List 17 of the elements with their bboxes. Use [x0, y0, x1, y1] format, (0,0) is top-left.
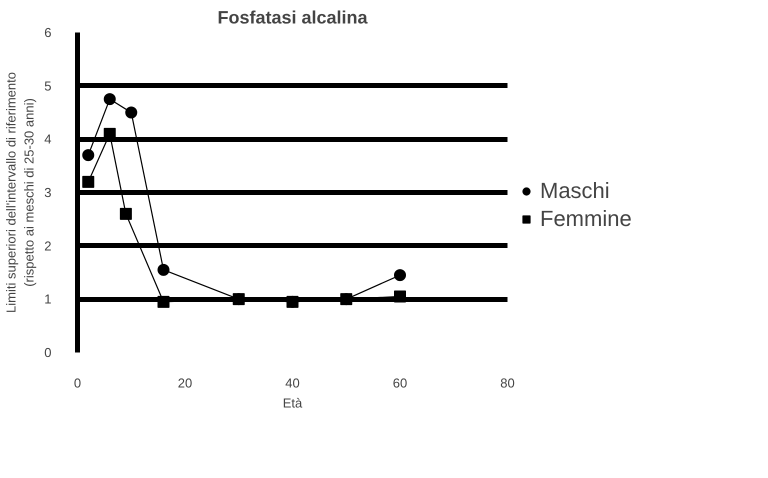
y-tick-label: 2: [44, 238, 52, 254]
x-tick-label: 80: [500, 376, 515, 390]
y-tick-label: 6: [44, 25, 52, 40]
legend-label: Maschi: [540, 178, 610, 204]
y-tick-label: 5: [44, 78, 52, 94]
y-tick-label: 3: [44, 185, 52, 200]
x-tick-label: 0: [74, 376, 82, 390]
y-axis-title: Limiti superiori dell'intervallo di riferimento (rispetto ai meschi di 25-30 anni): [3, 72, 36, 313]
y-tick-label: 0: [44, 345, 52, 360]
x-axis-title: Età: [282, 396, 304, 410]
y-tick-label: 1: [44, 292, 52, 307]
y-tick-label: 4: [44, 132, 52, 147]
chart-title: Fosfatasi alcalina: [217, 8, 369, 28]
legend-label: Femmine: [540, 206, 632, 232]
x-tick-label: 40: [285, 376, 300, 390]
x-tick-label: 60: [392, 376, 408, 390]
x-tick-label: 20: [178, 376, 192, 390]
